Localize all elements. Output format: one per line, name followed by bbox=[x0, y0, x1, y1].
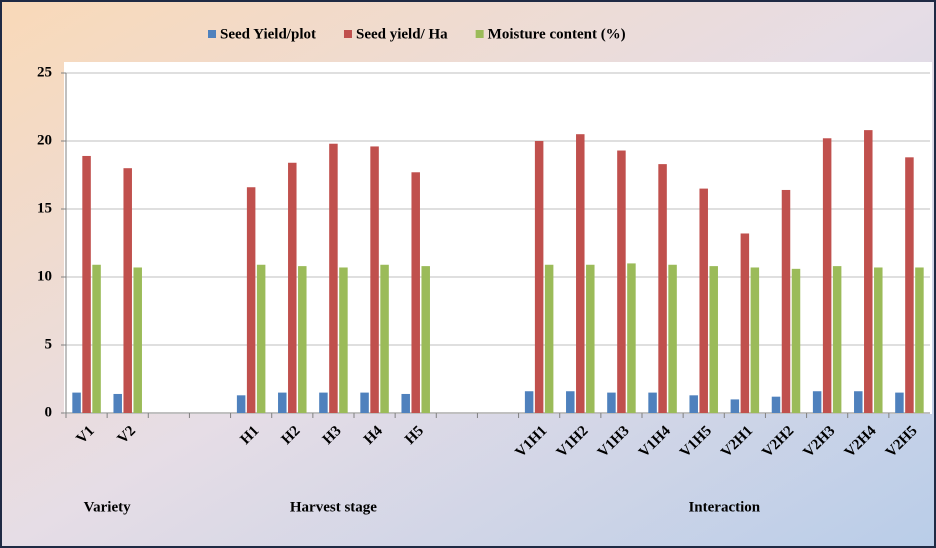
group-label: Interaction bbox=[688, 499, 760, 515]
bar bbox=[544, 264, 554, 413]
bar bbox=[370, 146, 379, 413]
bar bbox=[401, 393, 410, 413]
bar bbox=[421, 266, 430, 413]
bar bbox=[771, 396, 781, 413]
group-label: Variety bbox=[84, 499, 131, 515]
bar bbox=[730, 399, 740, 413]
bar bbox=[864, 130, 873, 413]
bar bbox=[689, 395, 698, 413]
bar bbox=[822, 138, 832, 413]
y-tick-label: 10 bbox=[37, 268, 52, 284]
y-tick-label: 25 bbox=[37, 64, 52, 80]
y-tick-label: 0 bbox=[45, 404, 53, 420]
bar bbox=[607, 392, 616, 413]
bar bbox=[82, 155, 91, 413]
bar bbox=[895, 392, 904, 413]
bar bbox=[534, 141, 544, 413]
legend-swatch bbox=[475, 30, 484, 38]
bar bbox=[92, 264, 101, 413]
bar bbox=[298, 266, 307, 413]
bar bbox=[288, 162, 297, 413]
bar bbox=[123, 168, 132, 413]
bar bbox=[133, 267, 142, 413]
bar bbox=[832, 266, 842, 413]
bar bbox=[360, 392, 369, 413]
bar bbox=[380, 264, 389, 413]
legend-label: Seed yield/ Ha bbox=[356, 26, 448, 42]
bar bbox=[781, 189, 791, 413]
bar bbox=[586, 264, 595, 413]
bar bbox=[246, 187, 256, 413]
bar bbox=[812, 391, 822, 413]
bar bbox=[854, 391, 863, 413]
bar bbox=[699, 188, 708, 413]
bar bbox=[72, 392, 81, 413]
bar bbox=[411, 172, 420, 413]
legend-label: Seed Yield/plot bbox=[220, 26, 316, 42]
bar bbox=[709, 266, 718, 413]
bar bbox=[874, 267, 883, 413]
bar bbox=[791, 268, 801, 413]
bar bbox=[648, 392, 657, 413]
bar bbox=[278, 392, 287, 413]
bar bbox=[319, 392, 328, 413]
bar bbox=[617, 150, 626, 413]
bar bbox=[524, 391, 534, 413]
bar bbox=[566, 391, 575, 413]
bar bbox=[236, 395, 246, 413]
group-label: Harvest stage bbox=[290, 499, 377, 515]
bar bbox=[668, 264, 677, 413]
bar bbox=[750, 267, 760, 413]
bar bbox=[329, 143, 338, 413]
legend-label: Moisture content (%) bbox=[488, 26, 626, 42]
bar bbox=[113, 393, 122, 413]
y-tick-label: 20 bbox=[37, 132, 52, 148]
bar bbox=[339, 267, 348, 413]
y-tick-label: 15 bbox=[37, 200, 52, 216]
legend-swatch bbox=[208, 30, 216, 38]
bar bbox=[905, 157, 914, 413]
bar bbox=[915, 267, 924, 413]
bar bbox=[740, 233, 750, 413]
plot-area bbox=[64, 62, 932, 414]
bar bbox=[627, 263, 636, 413]
legend-swatch bbox=[343, 30, 352, 38]
bar bbox=[576, 134, 585, 413]
bar bbox=[658, 164, 667, 413]
y-tick-label: 5 bbox=[45, 336, 53, 352]
bar bbox=[256, 264, 266, 413]
